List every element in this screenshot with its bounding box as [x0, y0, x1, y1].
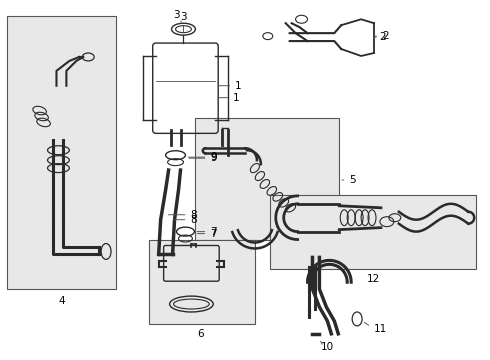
- Text: 2: 2: [374, 31, 389, 41]
- Bar: [149, 239, 255, 324]
- Text: 12: 12: [367, 274, 380, 284]
- Text: 4: 4: [58, 296, 65, 306]
- Text: 11: 11: [374, 324, 387, 334]
- Text: 7: 7: [197, 226, 217, 237]
- Text: 8: 8: [169, 210, 197, 220]
- Bar: [7, 16, 116, 289]
- Text: 10: 10: [321, 342, 334, 352]
- Text: 2: 2: [374, 32, 386, 42]
- Text: 5: 5: [342, 175, 356, 185]
- Text: 1: 1: [218, 81, 242, 91]
- Text: 3: 3: [180, 12, 187, 22]
- Text: 6: 6: [197, 329, 204, 339]
- Text: 1: 1: [218, 93, 240, 103]
- Text: 9: 9: [188, 152, 217, 162]
- Bar: [270, 195, 476, 269]
- Bar: [196, 118, 339, 239]
- Text: 3: 3: [173, 10, 180, 20]
- Text: 9: 9: [189, 153, 217, 163]
- Text: 8: 8: [173, 215, 197, 225]
- Text: 7: 7: [197, 229, 217, 239]
